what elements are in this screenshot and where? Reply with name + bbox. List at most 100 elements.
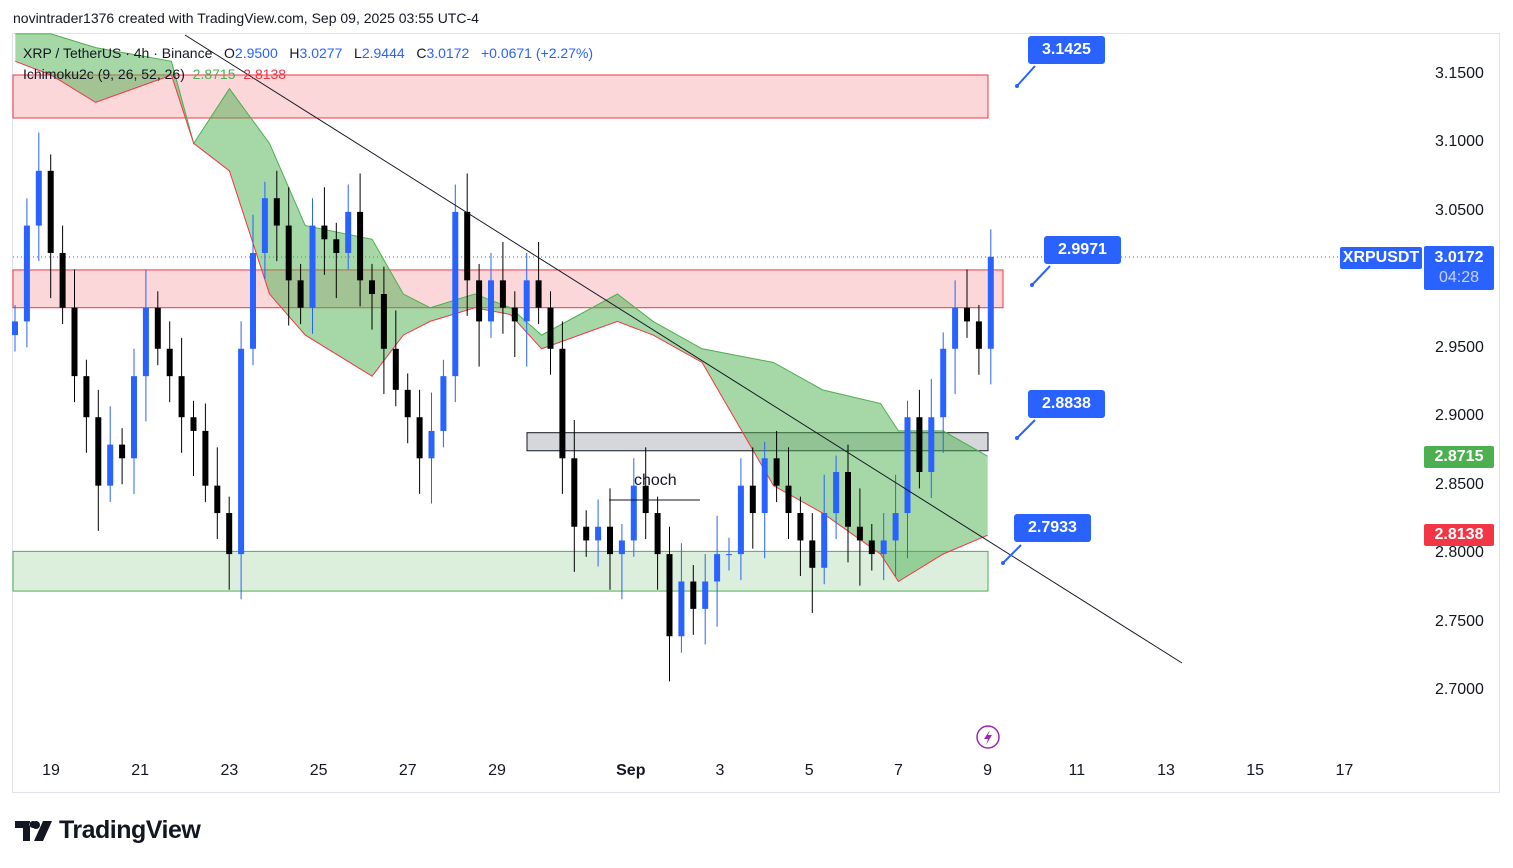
indicator-name[interactable]: Ichimoku2c (9, 26, 52, 26) xyxy=(23,66,185,82)
close-value: 3.0172 xyxy=(426,45,470,61)
price-tick: 2.8000 xyxy=(1435,544,1484,562)
candle-body xyxy=(523,280,530,322)
candle xyxy=(297,263,304,325)
candle-body xyxy=(737,485,744,555)
candle-body xyxy=(868,540,875,555)
price-label-callout[interactable]: 3.1425 xyxy=(1028,36,1105,64)
time-tick: 15 xyxy=(1246,762,1265,779)
candle-body xyxy=(654,513,661,555)
candle-body xyxy=(630,485,637,541)
candle xyxy=(202,403,209,503)
candle xyxy=(392,310,399,407)
time-tick: 23 xyxy=(220,762,239,779)
candle xyxy=(868,523,875,571)
choch-annotation[interactable]: choch xyxy=(634,472,677,489)
candle xyxy=(250,214,256,366)
candle xyxy=(488,252,494,338)
candle xyxy=(95,389,102,531)
candle xyxy=(702,554,709,645)
price-label-callout[interactable]: 2.8838 xyxy=(1028,390,1105,418)
low-value: 2.9444 xyxy=(361,45,405,61)
candle xyxy=(642,447,649,540)
time-tick: 9 xyxy=(983,762,993,779)
candle-body xyxy=(83,376,90,418)
indicator-span-a: 2.8715 xyxy=(192,66,236,82)
candle xyxy=(131,348,137,494)
candle-body xyxy=(285,225,292,281)
candle-body xyxy=(666,554,673,637)
candle-body xyxy=(964,307,970,322)
candle xyxy=(797,496,804,577)
candle xyxy=(595,499,602,567)
ichimoku-cloud xyxy=(15,33,988,582)
candle xyxy=(916,389,923,489)
candle-body xyxy=(238,348,245,555)
candle xyxy=(511,291,518,357)
candle-body xyxy=(702,581,709,609)
candle-body xyxy=(952,307,959,349)
time-tick: 19 xyxy=(42,762,60,779)
candle xyxy=(785,447,792,540)
ichimoku-span-b xyxy=(15,60,988,583)
candle xyxy=(285,187,292,326)
candle xyxy=(464,173,471,316)
open-label: O xyxy=(224,45,235,61)
time-tick: 17 xyxy=(1335,762,1354,779)
candle xyxy=(226,496,233,590)
candle-body xyxy=(345,211,352,253)
candle xyxy=(535,242,542,325)
candle xyxy=(154,291,161,366)
span-a-tag: 2.8715 xyxy=(1424,446,1494,468)
candle-body xyxy=(856,526,863,541)
candle-body xyxy=(214,485,221,514)
span-b-tag: 2.8138 xyxy=(1424,524,1494,546)
candle xyxy=(952,280,959,394)
candle xyxy=(369,263,375,330)
open-value: 2.9500 xyxy=(234,45,278,61)
candle-body xyxy=(642,485,649,514)
candle-body xyxy=(23,225,30,322)
candle-body xyxy=(119,444,126,459)
candle xyxy=(666,526,673,682)
candle xyxy=(23,198,30,348)
time-tick: 21 xyxy=(131,762,150,779)
candle-body xyxy=(488,280,494,322)
candle-body xyxy=(511,307,518,322)
candle-body xyxy=(726,554,732,556)
candle-body xyxy=(618,540,625,555)
candle xyxy=(761,441,768,559)
candle-body xyxy=(95,417,102,486)
candle-body xyxy=(404,389,411,418)
candle xyxy=(47,154,54,299)
candle xyxy=(607,488,613,590)
candle-body xyxy=(297,280,304,308)
chart-frame xyxy=(12,33,1500,793)
symbol-name[interactable]: XRP / TetherUS · 4h · Binance xyxy=(23,45,213,61)
candle xyxy=(107,406,114,503)
callout-anchor xyxy=(1030,283,1034,287)
close-label: C xyxy=(416,45,427,61)
time-tick: 11 xyxy=(1068,762,1086,779)
change-value: +0.0671 (+2.27%) xyxy=(480,45,594,61)
price-tick: 2.9000 xyxy=(1435,407,1484,425)
candle xyxy=(499,242,506,334)
candle xyxy=(618,523,625,600)
candle xyxy=(238,321,245,600)
candle-body xyxy=(416,417,423,459)
lightning-icon[interactable] xyxy=(976,725,1000,749)
candle xyxy=(583,510,590,557)
price-label-callout[interactable]: 2.7933 xyxy=(1014,514,1091,542)
price-label-callout[interactable]: 2.9971 xyxy=(1044,236,1121,264)
tradingview-logo[interactable]: TradingView xyxy=(15,816,201,845)
candle-body xyxy=(940,348,947,418)
candle-body xyxy=(309,225,316,308)
candle xyxy=(273,170,280,262)
candle xyxy=(333,222,340,299)
trendline[interactable] xyxy=(184,34,1183,664)
candle-body xyxy=(559,348,566,459)
candle xyxy=(845,444,851,563)
symbol-tag: XRPUSDT xyxy=(1340,247,1422,269)
candle-body xyxy=(773,458,780,486)
candle xyxy=(880,513,887,581)
